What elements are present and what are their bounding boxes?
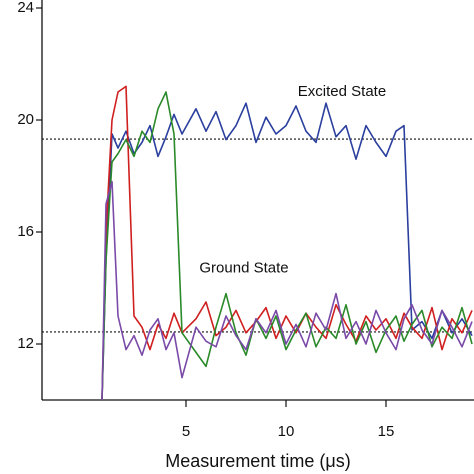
x-tick-label: 5 [182,423,190,440]
y-tick-label: 20 [17,111,34,128]
data-line [101,85,473,401]
annotation: Ground State [199,259,288,276]
data-line [101,180,473,401]
data-line [101,91,473,401]
x-tick-label: 10 [278,423,295,440]
x-tick-label: 15 [378,423,395,440]
y-tick-label: 24 [17,0,34,16]
data-line [101,102,473,401]
y-tick-label: 16 [17,223,34,240]
x-axis-title: Measurement time (μs) [165,451,350,471]
y-tick-label: 12 [17,335,34,352]
annotation: Excited State [298,83,386,100]
